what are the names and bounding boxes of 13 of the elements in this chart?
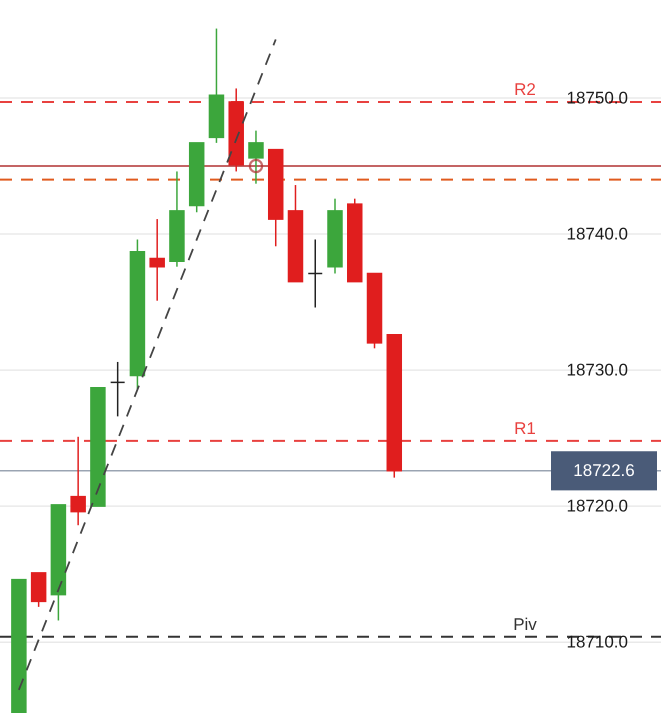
candlestick <box>110 361 126 418</box>
y-tick-label: 18730.0 <box>566 360 628 380</box>
ref-line-label: R1 <box>514 418 536 438</box>
y-tick-label: 18710.0 <box>566 632 628 652</box>
ref-line-label: R2 <box>514 80 536 100</box>
ref-line-label: 18722.6 <box>573 460 635 480</box>
ref-line-label: Piv <box>513 614 538 634</box>
candlestick <box>149 218 165 302</box>
y-tick-label: 18750.0 <box>566 88 628 108</box>
candlestick <box>70 436 86 526</box>
y-tick-label: 18740.0 <box>566 224 628 244</box>
candlestick <box>307 238 323 308</box>
y-tick-label: 18720.0 <box>566 496 628 516</box>
